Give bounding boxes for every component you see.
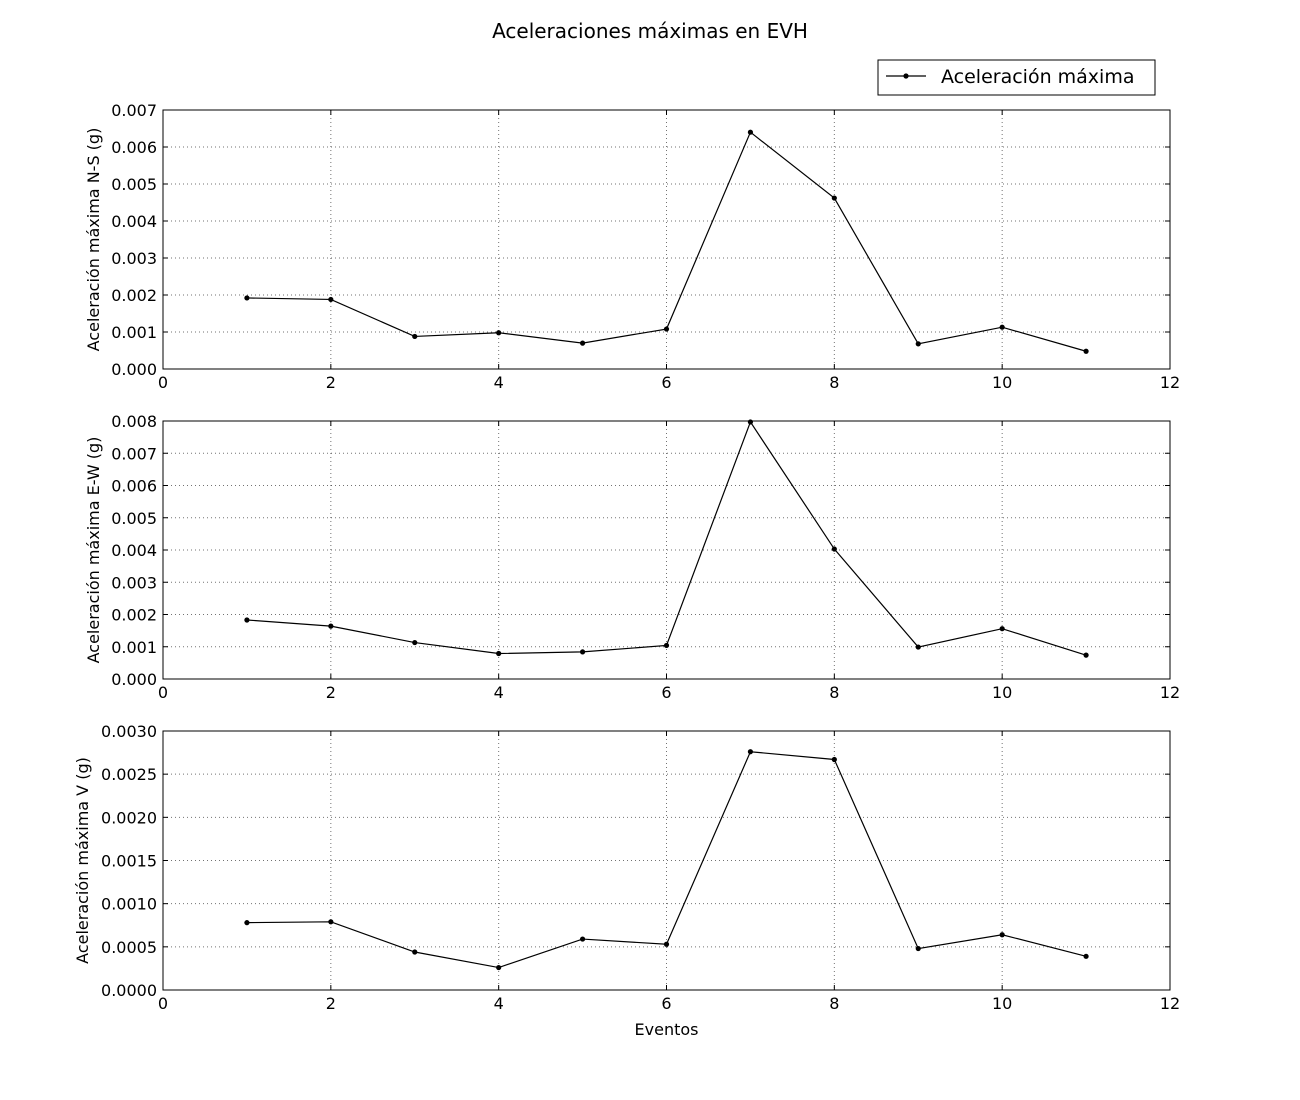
data-point xyxy=(328,919,334,925)
data-point xyxy=(244,920,250,926)
data-point xyxy=(496,330,502,336)
axes-frame xyxy=(162,730,1171,991)
x-tick-label: 6 xyxy=(661,683,671,702)
data-point xyxy=(999,626,1005,632)
data-point xyxy=(1083,652,1089,658)
data-point xyxy=(663,326,670,332)
data-point xyxy=(579,649,586,655)
x-tick-label: 8 xyxy=(829,373,839,392)
subplot-3: 0 2 4 6 8 10 12 0.0000 0.0005 0.0010 0.0015 0.0020 0… xyxy=(73,722,1180,1039)
y-tick-label: 0.005 xyxy=(111,175,157,194)
y-tick-label: 0.008 xyxy=(111,412,157,431)
x-tick-label: 10 xyxy=(992,683,1012,702)
x-tick-label: 6 xyxy=(661,994,671,1013)
data-point xyxy=(747,419,754,425)
x-tick-label: 10 xyxy=(992,373,1012,392)
data-point xyxy=(831,546,837,552)
data-point xyxy=(412,333,418,340)
x-tick-label: 12 xyxy=(1160,994,1180,1013)
x-tick-label: 2 xyxy=(326,994,336,1013)
data-point xyxy=(328,623,334,629)
legend-marker xyxy=(903,73,909,79)
y-tick-label: 0.002 xyxy=(111,606,157,625)
x-tick-label: 4 xyxy=(494,994,504,1013)
axes-frame xyxy=(162,420,1171,680)
data-point xyxy=(579,936,586,942)
data-point xyxy=(663,941,670,947)
data-point xyxy=(747,749,754,755)
data-point xyxy=(831,195,837,201)
x-tick-label: 12 xyxy=(1160,683,1180,702)
x-tick-label: 2 xyxy=(326,373,336,392)
y-tick-label: 0.006 xyxy=(111,138,157,157)
x-tick-label: 8 xyxy=(829,683,839,702)
x-tick-label: 10 xyxy=(992,994,1012,1013)
y-tick-label: 0.0005 xyxy=(101,938,157,957)
y-tick-label: 0.007 xyxy=(111,444,157,463)
legend: Aceleración máxima xyxy=(877,59,1156,96)
subplot-1: 0 2 4 6 8 10 12 0.000 0.001 0.002 0.003 0.004 0.005 0… xyxy=(84,101,1180,392)
legend-label: Aceleración máxima xyxy=(941,66,1134,88)
y-axis-label: Aceleración máxima E-W (g) xyxy=(84,437,103,664)
data-point xyxy=(1083,348,1089,354)
y-tick-label: 0.006 xyxy=(111,477,157,496)
y-tick-label: 0.002 xyxy=(111,286,157,305)
data-point xyxy=(747,129,754,135)
x-tick-label: 4 xyxy=(494,683,504,702)
x-tick-label: 8 xyxy=(829,994,839,1013)
data-point xyxy=(999,324,1005,330)
data-point xyxy=(1083,953,1089,959)
y-tick-label: 0.005 xyxy=(111,509,157,528)
data-point xyxy=(915,341,921,347)
y-tick-label: 0.003 xyxy=(111,573,157,592)
y-tick-label: 0.0015 xyxy=(101,852,157,871)
data-point xyxy=(999,932,1005,938)
data-point xyxy=(831,756,837,763)
axes-frame xyxy=(162,109,1171,370)
data-point xyxy=(244,617,250,623)
subplots: 0 2 4 6 8 10 12 0.000 0.001 0.002 0.003 0.004 0.005 0… xyxy=(73,101,1180,1039)
x-tick-label: 0 xyxy=(158,994,168,1013)
y-tick-label: 0.004 xyxy=(111,541,157,560)
y-tick-label: 0.0000 xyxy=(101,981,157,1000)
data-point xyxy=(579,340,586,346)
y-tick-label: 0.001 xyxy=(111,323,157,342)
y-tick-label: 0.0025 xyxy=(101,765,157,784)
data-point xyxy=(412,639,418,646)
y-tick-label: 0.004 xyxy=(111,212,157,231)
x-tick-label: 0 xyxy=(158,683,168,702)
legend-box xyxy=(877,59,1156,96)
x-tick-label: 0 xyxy=(158,373,168,392)
data-point xyxy=(663,642,670,649)
data-point xyxy=(496,650,502,657)
y-tick-label: 0.000 xyxy=(111,670,157,689)
subplot-2: 0 2 4 6 8 10 12 0.000 0.001 0.002 0.003 0.004 0.005 0… xyxy=(84,412,1180,702)
x-tick-label: 4 xyxy=(494,373,504,392)
y-tick-label: 0.007 xyxy=(111,101,157,120)
data-point xyxy=(915,945,921,952)
data-point xyxy=(244,295,250,301)
x-tick-label: 6 xyxy=(661,373,671,392)
x-tick-label: 12 xyxy=(1160,373,1180,392)
data-point xyxy=(412,949,418,955)
y-tick-label: 0.003 xyxy=(111,249,157,268)
x-tick-label: 2 xyxy=(326,683,336,702)
y-tick-label: 0.001 xyxy=(111,638,157,657)
y-tick-label: 0.0010 xyxy=(101,895,157,914)
y-axis-label: Aceleración máxima N-S (g) xyxy=(84,128,103,352)
data-point xyxy=(915,644,921,650)
y-tick-label: 0.000 xyxy=(111,360,157,379)
y-tick-label: 0.0020 xyxy=(101,808,157,827)
figure-title: Aceleraciones máximas en EVH xyxy=(492,19,808,43)
data-point xyxy=(328,296,334,303)
y-tick-label: 0.0030 xyxy=(101,722,157,741)
x-axis-label: Eventos xyxy=(635,1020,699,1039)
data-point xyxy=(496,964,502,971)
y-axis-label: Aceleración máxima V (g) xyxy=(73,757,92,964)
